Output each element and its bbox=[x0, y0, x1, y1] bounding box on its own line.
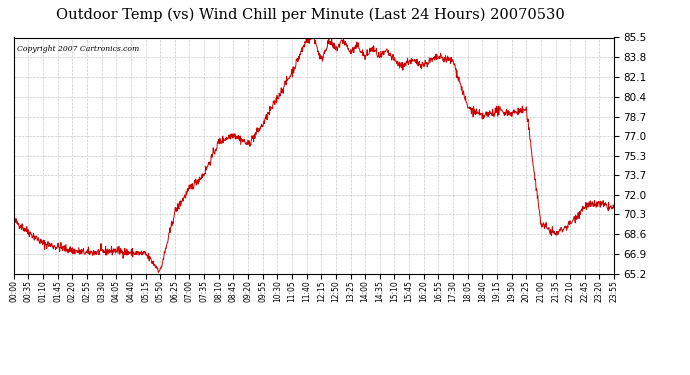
Text: Copyright 2007 Cartronics.com: Copyright 2007 Cartronics.com bbox=[17, 45, 139, 53]
Text: Outdoor Temp (vs) Wind Chill per Minute (Last 24 Hours) 20070530: Outdoor Temp (vs) Wind Chill per Minute … bbox=[56, 8, 565, 22]
